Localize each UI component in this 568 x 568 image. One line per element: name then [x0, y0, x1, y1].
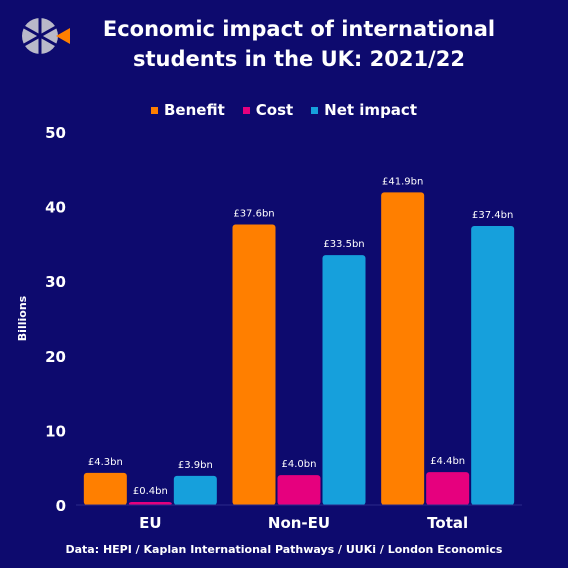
legend-swatch-net-impact: [311, 106, 319, 114]
bar-benefit: [83, 472, 127, 505]
bar-benefit: [381, 192, 425, 505]
bar-net-impact: [173, 475, 217, 505]
x-tick-label: Non-EU: [268, 514, 330, 532]
data-label: £37.6bn: [233, 209, 274, 220]
legend: Benefit Cost Net impact: [0, 101, 568, 119]
y-tick-label: 40: [45, 199, 66, 217]
y-tick-label: 10: [45, 422, 66, 440]
bar-cost: [426, 472, 470, 505]
x-tick-label: Total: [427, 514, 468, 532]
y-axis-label: Billions: [16, 295, 29, 341]
bar-cost: [128, 502, 172, 505]
data-label: £4.0bn: [282, 459, 317, 470]
bar-benefit: [232, 224, 276, 505]
y-tick-label: 50: [45, 124, 66, 142]
title-line-2: students in the UK: 2021/22: [133, 47, 465, 71]
legend-label-benefit: Benefit: [164, 101, 225, 119]
legend-item-net-impact: Net impact: [311, 101, 417, 119]
legend-item-cost: Cost: [242, 101, 294, 119]
data-label: £3.9bn: [178, 460, 213, 471]
logo-icon: [22, 18, 70, 54]
data-label: £33.5bn: [323, 239, 364, 250]
bar-net-impact: [471, 225, 515, 505]
data-label: £4.3bn: [88, 457, 123, 468]
data-label: £4.4bn: [430, 456, 465, 467]
x-tick-label: EU: [139, 514, 161, 532]
y-tick-label: 0: [56, 497, 66, 515]
chart-title: Economic impact of international student…: [70, 14, 528, 74]
bar-net-impact: [322, 255, 366, 505]
legend-swatch-benefit: [151, 106, 158, 114]
data-label: £0.4bn: [133, 486, 168, 497]
legend-item-benefit: Benefit: [151, 101, 225, 119]
title-line-1: Economic impact of international: [102, 17, 496, 41]
y-tick-label: 30: [45, 273, 66, 291]
source-note: Data: HEPI / Kaplan International Pathwa…: [65, 543, 503, 556]
legend-label-net-impact: Net impact: [324, 101, 417, 119]
bar-cost: [277, 475, 321, 505]
legend-swatch-cost: [242, 106, 250, 114]
legend-label-cost: Cost: [255, 101, 294, 119]
data-label: £37.4bn: [472, 210, 513, 221]
y-tick-label: 20: [45, 348, 66, 366]
data-label: £41.9bn: [382, 176, 423, 187]
